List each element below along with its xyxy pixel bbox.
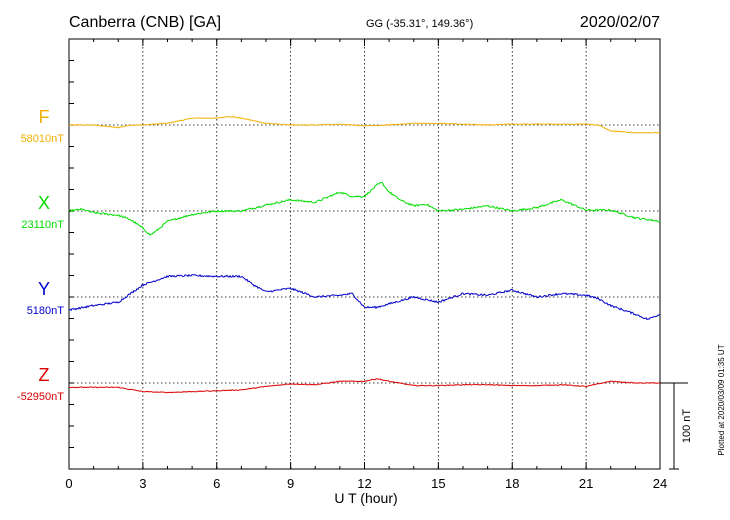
series-line-f [68, 116, 660, 134]
x-tick-label: 24 [653, 476, 667, 491]
plotted-at-note: Plotted at 2020/03/09 01:35 UT [717, 344, 726, 455]
series-labels: F 58010nT X 23110nT Y 5180nT Z -52950nT [17, 107, 64, 403]
x-tick-label: 6 [213, 476, 220, 491]
axis-ticks [68, 39, 661, 469]
coordinates-label: GG (-35.31°, 149.36°) [366, 18, 473, 30]
series-baseline-x: 23110nT [21, 219, 64, 231]
series-name-y: Y [38, 279, 50, 299]
x-tick-label: 18 [505, 476, 519, 491]
scale-bar-label: 100 nT [681, 409, 693, 444]
x-tick-label: 15 [431, 476, 445, 491]
series-name-f: F [39, 107, 50, 127]
x-tick-label: 9 [287, 476, 294, 491]
series-line-y [68, 273, 661, 321]
grid-lines [142, 39, 587, 469]
series-name-x: X [38, 193, 50, 213]
series-line-x [68, 181, 661, 237]
scale-bar [660, 382, 688, 470]
series-lines [68, 116, 661, 394]
series-baseline-f: 58010nT [21, 133, 65, 145]
x-tick-label: 0 [65, 476, 72, 491]
x-tick-label: 21 [579, 476, 593, 491]
series-name-z: Z [39, 365, 50, 385]
series-baseline-y: 5180nT [27, 305, 65, 317]
x-axis-label: U T (hour) [334, 490, 397, 506]
baselines [69, 124, 660, 384]
series-baseline-z: -52950nT [17, 391, 64, 403]
x-tick-label: 3 [139, 476, 146, 491]
station-title: Canberra (CNB) [GA] [69, 14, 221, 31]
series-line-z [68, 378, 661, 394]
x-tick-labels: 0 3 6 9 12 15 18 21 24 [65, 476, 667, 491]
date-label: 2020/02/07 [580, 14, 660, 31]
x-tick-label: 12 [357, 476, 371, 491]
